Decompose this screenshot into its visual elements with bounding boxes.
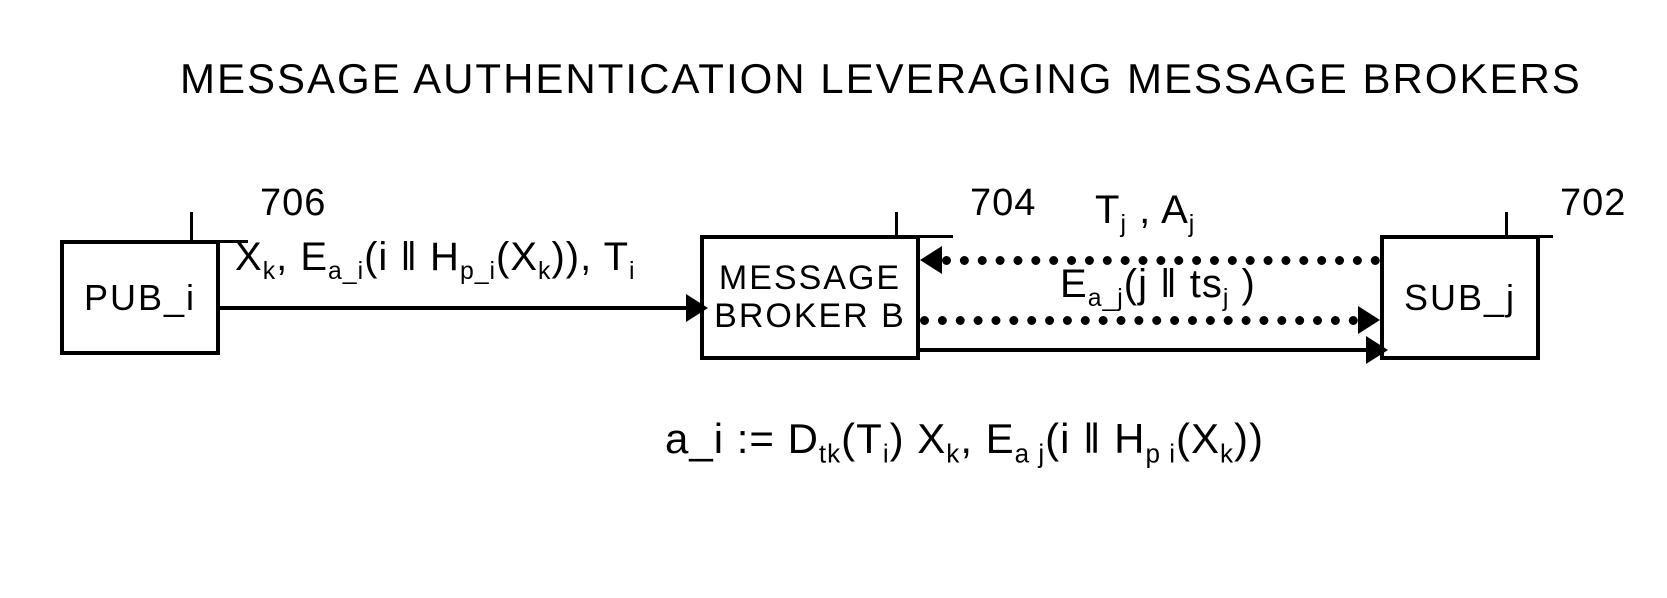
arrow-line: [920, 348, 1366, 352]
subscriber-label-1: SUB_j: [1404, 278, 1516, 318]
arrow-head-right-icon: [1366, 336, 1388, 364]
arrow-line: [220, 306, 686, 310]
leader-704: [895, 212, 953, 238]
broker-label-2: BROKER B: [714, 298, 906, 335]
arrow-head-right-icon: [1358, 306, 1380, 334]
subscriber-box: SUB_j: [1380, 235, 1540, 360]
pub-message-label: Xk, Ea_i(i ‖ Hp_i(Xk)), Ti: [235, 235, 636, 280]
publisher-label-1: PUB_i: [84, 278, 196, 318]
eaj-label: Ea_j(j ‖ tsj ): [1060, 262, 1256, 307]
broker-label-1: MESSAGE: [719, 260, 901, 297]
arrow-head-left-icon: [920, 246, 942, 274]
publisher-box: PUB_i: [60, 240, 220, 355]
broker-box: MESSAGE BROKER B: [700, 235, 920, 360]
bottom-formula-label: a_i := Dtk(Ti) Xk, Ea j(i ‖ Hp i(Xk)): [665, 415, 1264, 463]
dotted-arrow-line: [920, 316, 1358, 325]
diagram-title: MESSAGE AUTHENTICATION LEVERAGING MESSAG…: [180, 55, 1582, 103]
diagram-canvas: MESSAGE AUTHENTICATION LEVERAGING MESSAG…: [0, 0, 1667, 598]
tj-aj-label: Tj , Aj: [1095, 188, 1195, 233]
arrow-head-right-icon: [686, 294, 708, 322]
ref-702: 702: [1560, 182, 1626, 225]
ref-704: 704: [970, 182, 1036, 225]
ref-706: 706: [260, 182, 326, 225]
leader-702: [1505, 212, 1553, 238]
